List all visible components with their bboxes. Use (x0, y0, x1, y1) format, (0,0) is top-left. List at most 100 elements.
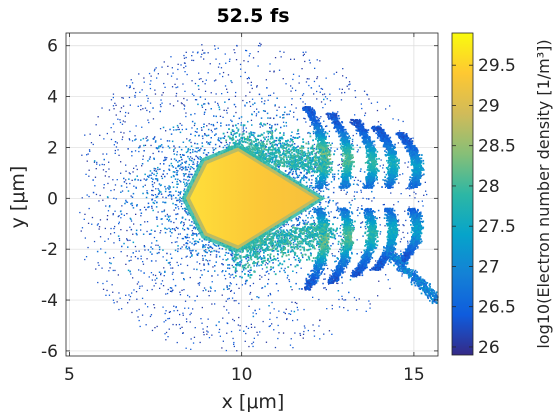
density-point (247, 82, 249, 84)
density-point (323, 173, 325, 176)
density-point (112, 179, 114, 181)
density-point (266, 155, 268, 157)
density-point (298, 234, 300, 236)
density-point (348, 84, 350, 86)
density-point (277, 163, 279, 166)
density-point (169, 261, 171, 264)
density-point (136, 204, 138, 206)
density-point (205, 249, 207, 251)
density-point (177, 161, 179, 163)
density-point (295, 173, 298, 175)
density-point (143, 245, 145, 247)
density-point (175, 86, 177, 89)
density-point (267, 263, 269, 265)
density-point (196, 131, 198, 133)
density-point (201, 322, 203, 324)
density-point (114, 269, 116, 272)
density-point (126, 186, 128, 188)
density-point (327, 148, 329, 151)
density-point (149, 251, 152, 253)
density-point (210, 92, 212, 94)
density-point (177, 68, 179, 71)
density-point (295, 170, 297, 173)
density-point (182, 166, 184, 168)
density-point (238, 117, 241, 120)
density-point (335, 202, 337, 204)
density-point (290, 85, 292, 87)
density-point (176, 341, 178, 344)
density-point (360, 103, 362, 105)
density-point (307, 132, 309, 134)
density-point (191, 157, 193, 160)
density-point (244, 105, 246, 107)
density-point (131, 140, 134, 142)
density-point (197, 282, 199, 285)
density-point (260, 117, 263, 119)
density-point (319, 131, 322, 134)
density-point (306, 172, 308, 175)
density-point (157, 168, 159, 171)
density-point (142, 158, 144, 160)
density-point (194, 242, 196, 245)
density-point (328, 135, 330, 138)
density-point (263, 140, 265, 142)
density-point (304, 60, 306, 63)
density-point (208, 295, 210, 297)
density-point (126, 255, 128, 257)
density-point (375, 260, 377, 262)
density-point (89, 133, 91, 135)
density-point (422, 174, 424, 176)
density-point (320, 177, 322, 180)
density-point (318, 144, 320, 147)
density-point (191, 59, 193, 61)
density-point (156, 179, 159, 182)
density-point (407, 240, 409, 242)
density-point (122, 120, 124, 122)
density-point (202, 245, 204, 248)
density-point (334, 216, 336, 218)
density-point (264, 274, 266, 276)
density-point (325, 154, 327, 157)
density-point (187, 149, 189, 151)
density-point (318, 186, 320, 188)
density-point (154, 230, 156, 232)
density-point (114, 184, 117, 186)
density-point (331, 161, 334, 163)
density-point (184, 236, 187, 238)
density-point (126, 213, 128, 215)
density-point (303, 330, 305, 333)
density-point (171, 181, 174, 184)
density-point (147, 160, 149, 162)
density-point (256, 265, 258, 267)
density-point (209, 290, 212, 292)
density-point (164, 190, 167, 193)
density-point (185, 115, 187, 118)
density-point (294, 332, 296, 334)
density-point (159, 145, 162, 147)
density-point (405, 188, 407, 190)
density-point (282, 245, 284, 247)
density-point (140, 255, 142, 257)
density-point (106, 280, 108, 282)
density-point (268, 273, 270, 275)
density-point (277, 290, 279, 292)
density-point (197, 241, 200, 243)
density-point (360, 226, 362, 228)
density-point (140, 215, 142, 217)
density-point (215, 256, 218, 258)
density-point (349, 279, 352, 281)
density-point (208, 142, 210, 144)
density-point (199, 149, 201, 151)
density-point (219, 73, 221, 75)
density-point (134, 135, 136, 137)
density-point (118, 239, 121, 242)
density-point (194, 82, 197, 85)
density-point (144, 184, 146, 186)
density-point (124, 202, 126, 205)
density-point (275, 143, 277, 146)
density-point (182, 83, 184, 85)
density-point (273, 250, 275, 252)
density-point (212, 147, 214, 149)
density-point (117, 149, 119, 151)
density-point (325, 174, 327, 176)
